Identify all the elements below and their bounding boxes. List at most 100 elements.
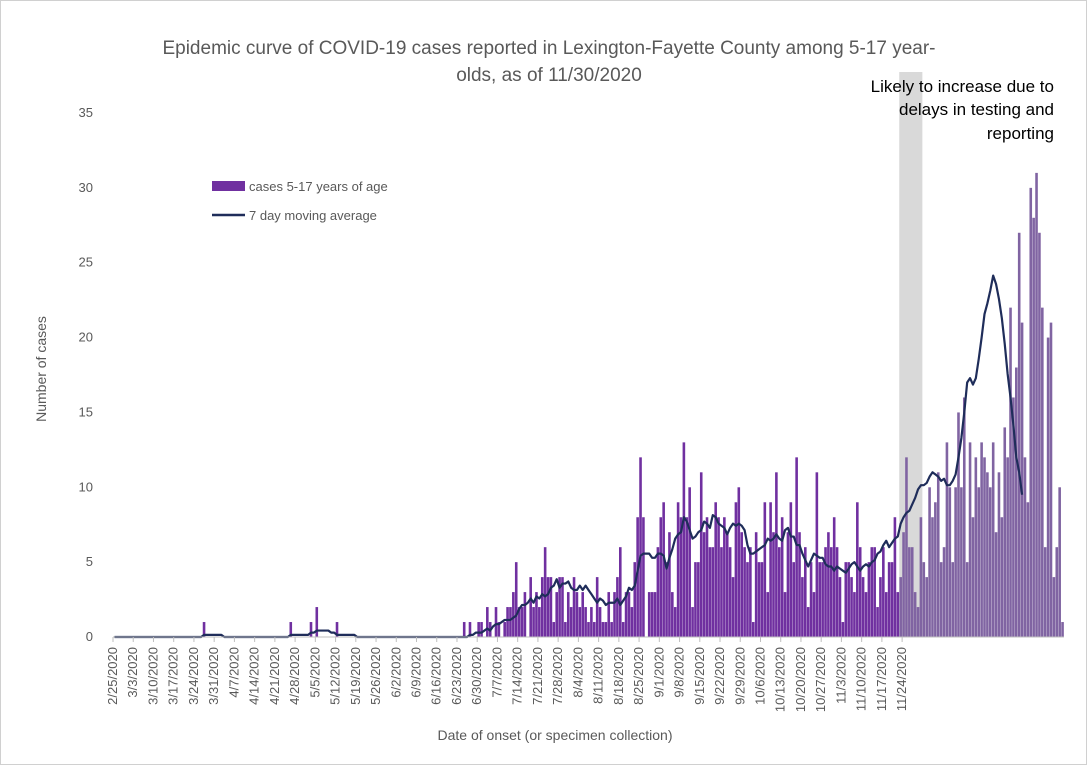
bar [847,562,850,637]
bar [908,547,911,637]
bar [1041,307,1044,637]
bar [289,622,293,637]
bar [968,442,972,637]
x-tick-label: 6/2/2020 [388,647,403,698]
bar [520,607,524,637]
bar [798,532,801,637]
bar [971,517,975,637]
bar [468,622,472,637]
bar [673,607,677,637]
bar [853,592,856,637]
x-tick-label: 5/19/2020 [348,647,363,705]
x-tick-label: 7/14/2020 [510,647,525,705]
x-tick-label: 8/25/2020 [631,647,646,705]
x-tick-label: 7/21/2020 [530,647,545,705]
bar [746,562,749,637]
legend: cases 5-17 years of age 7 day moving ave… [212,179,388,223]
bar [931,517,934,637]
bar [598,607,602,637]
bar [809,562,813,637]
bar [939,562,943,637]
bar [873,547,876,637]
bar [529,577,532,637]
x-tick-label: 8/4/2020 [570,647,585,698]
bar [830,547,833,637]
bar [775,472,778,637]
bar [679,517,683,637]
bar [714,502,717,637]
y-tick-label: 10 [79,479,93,494]
bar [538,607,541,637]
bar [621,622,625,637]
bar [540,577,544,637]
bar [936,472,940,637]
bar [766,592,770,637]
bar [723,517,726,637]
bar [786,532,790,637]
annotation: Likely to increase due to delays in test… [871,77,1054,143]
bar [659,517,663,637]
annotation-line-3: reporting [987,124,1054,143]
y-tick-label: 25 [79,255,93,270]
bar [980,442,983,637]
y-tick-label: 0 [86,629,93,644]
bar [477,622,480,637]
bar [494,607,498,637]
bar [558,577,561,637]
moving-average-series [114,274,1024,639]
bar [702,532,706,637]
bar [760,562,764,637]
bar [856,502,859,637]
bar [850,577,853,637]
bar [627,592,631,637]
bar [870,547,874,637]
bar [694,562,697,637]
x-tick-label: 4/14/2020 [247,647,262,705]
bar [639,457,642,637]
bar [792,562,796,637]
bar [795,457,798,637]
bar [532,607,535,637]
bar [827,532,830,637]
bar [569,607,573,637]
y-tick-label: 20 [79,330,93,345]
bar [720,547,723,637]
bar [731,577,735,637]
bar [861,577,865,637]
bar [769,502,772,637]
bar [552,622,556,637]
bar [601,622,605,637]
bar [512,592,515,637]
bar [864,592,868,637]
bar [584,607,587,637]
y-tick-label: 35 [79,105,93,120]
bar [801,577,804,637]
x-tick-label: 11/24/2020 [894,647,909,711]
bar [688,487,691,637]
bar [610,622,613,637]
x-tick-label: 7/28/2020 [550,647,565,705]
bar [619,547,622,637]
bar [1043,547,1047,637]
bar [902,532,905,637]
x-tick-label: 6/30/2020 [469,647,484,705]
bar [665,562,668,637]
bar [616,577,619,637]
bar [309,622,313,637]
x-tick-label: 9/1/2020 [651,647,666,698]
legend-label-moving-average: 7 day moving average [249,208,377,223]
bar [506,607,509,637]
bar [682,442,686,637]
bar [821,562,824,637]
bar [685,517,689,637]
x-tick-label: 7/7/2020 [489,647,504,698]
x-axis-ticks: 2/25/2020 3/3/2020 3/10/2020 3/17/2020 3/24/… [105,637,909,712]
bar [728,547,732,637]
x-tick-label: 5/12/2020 [328,647,343,705]
bar [772,532,775,637]
bar [587,622,590,637]
bar [1009,307,1012,637]
bar [994,532,998,637]
moving-average-line [114,274,1024,639]
bar [1023,457,1027,637]
